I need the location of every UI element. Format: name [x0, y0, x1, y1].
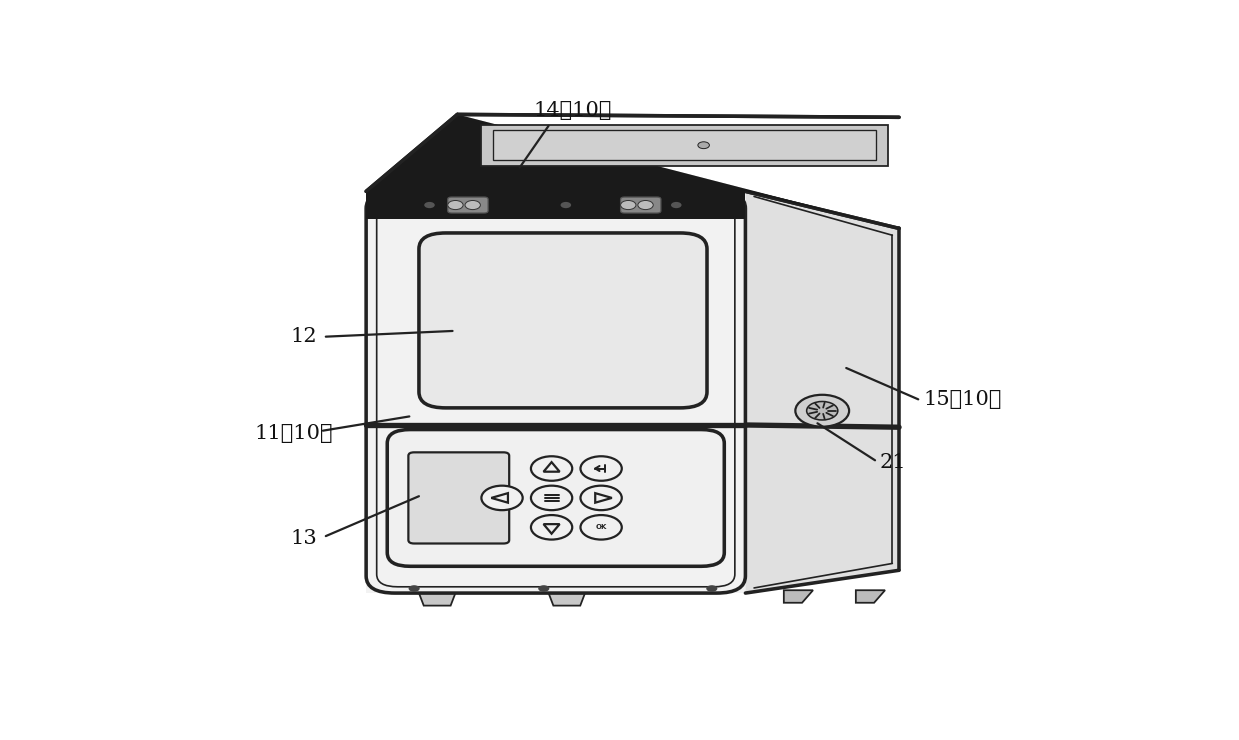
Circle shape: [581, 485, 622, 510]
Polygon shape: [367, 115, 900, 229]
Circle shape: [447, 201, 463, 209]
Circle shape: [581, 457, 622, 481]
Circle shape: [672, 202, 681, 208]
Text: 12: 12: [290, 327, 317, 346]
Circle shape: [807, 402, 838, 420]
FancyBboxPatch shape: [419, 233, 707, 408]
Text: 15（10）: 15（10）: [923, 390, 1001, 408]
Polygon shape: [367, 192, 746, 219]
Polygon shape: [481, 125, 887, 166]
FancyBboxPatch shape: [621, 197, 660, 213]
Circle shape: [560, 202, 571, 208]
Text: 11（10）: 11（10）: [255, 424, 333, 443]
Circle shape: [638, 201, 653, 209]
Circle shape: [532, 515, 572, 539]
Circle shape: [795, 394, 849, 427]
Circle shape: [482, 485, 523, 510]
FancyBboxPatch shape: [388, 429, 725, 566]
Circle shape: [698, 142, 710, 149]
Circle shape: [538, 585, 549, 592]
FancyBboxPatch shape: [409, 452, 509, 543]
Polygon shape: [367, 115, 900, 229]
Circle shape: [532, 457, 572, 481]
FancyBboxPatch shape: [447, 197, 488, 213]
Polygon shape: [419, 593, 456, 605]
Polygon shape: [367, 192, 746, 593]
Circle shape: [621, 201, 636, 209]
Circle shape: [424, 202, 435, 208]
Circle shape: [706, 585, 717, 592]
Polygon shape: [746, 192, 900, 593]
Text: 13: 13: [290, 529, 317, 548]
Polygon shape: [549, 593, 585, 605]
Polygon shape: [784, 591, 813, 603]
Circle shape: [581, 515, 622, 539]
Polygon shape: [493, 130, 876, 160]
Circle shape: [532, 485, 572, 510]
Circle shape: [465, 201, 481, 209]
Circle shape: [409, 585, 420, 592]
Text: 21: 21: [880, 453, 907, 471]
Polygon shape: [856, 591, 885, 603]
Text: 14（10）: 14（10）: [533, 101, 612, 120]
Text: OK: OK: [596, 525, 607, 531]
